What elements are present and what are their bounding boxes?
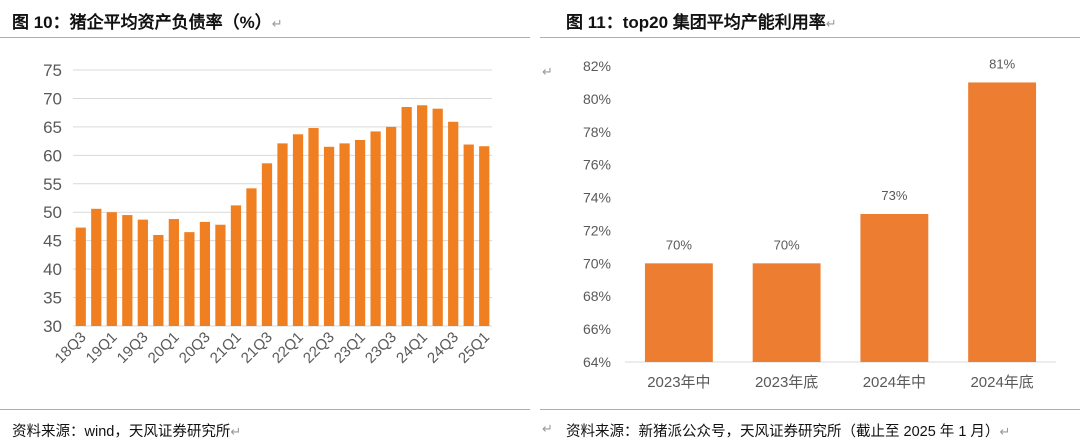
bar	[339, 143, 350, 326]
x-tick-label: 20Q1	[145, 329, 183, 367]
y-tick-label: 64%	[583, 354, 611, 370]
bar	[292, 134, 304, 326]
y-tick-label: 66%	[583, 321, 611, 337]
right-title-text: 图 11：top20 集团平均产能利用率	[566, 13, 826, 32]
x-tick-label: 25Q1	[455, 329, 493, 367]
bar	[106, 212, 117, 326]
bar	[137, 219, 148, 326]
x-tick-label: 21Q1	[207, 329, 245, 367]
x-tick-label: 22Q3	[300, 329, 338, 367]
y-tick-label: 40	[43, 260, 62, 279]
data-label: 81%	[989, 56, 1015, 71]
bar	[401, 106, 412, 326]
y-tick-label: 50	[43, 203, 62, 222]
bar	[122, 215, 133, 326]
x-tick-label: 20Q3	[176, 329, 214, 367]
left-bar-chart: 3035404550556065707518Q319Q119Q320Q120Q3…	[43, 61, 493, 367]
y-tick-label: 55	[43, 175, 62, 194]
x-tick-label: 23Q3	[362, 329, 400, 367]
bar	[448, 121, 459, 326]
bar	[354, 139, 366, 326]
right-figure-title: 图 11：top20 集团平均产能利用率↵	[566, 8, 837, 33]
bar	[479, 146, 490, 326]
y-tick-label: 30	[43, 317, 62, 336]
left-source-note: 资料来源：wind，天风证券研究所↵	[12, 420, 241, 441]
bar	[199, 221, 211, 326]
y-tick-label: 76%	[583, 157, 611, 173]
left-figure-title: 图 10：猪企平均资产负债率（%）↵	[12, 8, 283, 33]
y-tick-label: 68%	[583, 288, 611, 304]
x-tick-label: 2024年中	[863, 374, 926, 391]
right-figure: 图 11：top20 集团平均产能利用率↵ ↵ 64% 66% 68% 70% 72% 7…	[540, 0, 1080, 443]
x-tick-label: 19Q3	[114, 329, 152, 367]
bar	[277, 143, 288, 326]
bar	[153, 234, 164, 326]
y-tick-label: 80%	[583, 91, 611, 107]
y-tick-label: 72%	[583, 222, 611, 238]
bar	[230, 205, 242, 326]
data-label: 73%	[881, 188, 907, 203]
y-tick-label: 70	[43, 89, 62, 108]
bar	[860, 214, 929, 362]
bar	[75, 227, 86, 326]
x-tick-label: 2024年底	[970, 374, 1033, 391]
x-tick-label: 24Q1	[393, 329, 431, 367]
bar	[752, 263, 821, 362]
paragraph-mark: ↵	[825, 16, 837, 31]
y-tick-label: 78%	[583, 124, 611, 140]
right-title-rule	[540, 37, 1080, 38]
stray-paragraph-mark: ↵	[542, 64, 553, 79]
bar	[370, 131, 381, 326]
right-bar-chart: 64% 66% 68% 70% 72% 74% 76% 78% 80% 82% 70% 2023年中 7…	[583, 56, 1056, 391]
data-label: 70%	[666, 237, 692, 252]
bar	[644, 263, 713, 362]
x-tick-label: 2023年底	[755, 374, 818, 391]
y-tick-label: 60	[43, 146, 62, 165]
x-tick-label: 2023年中	[647, 374, 710, 391]
bar	[432, 108, 443, 326]
bar	[215, 224, 226, 326]
y-tick-label: 70%	[583, 255, 611, 271]
bar	[386, 126, 397, 326]
left-figure: 图 10：猪企平均资产负债率（%）↵ 30 35 40 45 50 55 60 65 70 75 1…	[0, 0, 530, 443]
x-tick-label: 19Q1	[83, 329, 121, 367]
x-tick-label: 22Q1	[269, 329, 307, 367]
x-tick-label: 24Q3	[424, 329, 462, 367]
left-title-text: 图 10：猪企平均资产负债率（%）	[12, 13, 272, 32]
bar	[323, 146, 335, 326]
stray-paragraph-mark-bottom: ↵	[542, 421, 553, 436]
left-source-rule	[0, 409, 530, 410]
y-tick-label: 35	[43, 289, 62, 308]
bar	[91, 208, 102, 326]
y-tick-label: 75	[43, 61, 62, 80]
data-label: 70%	[774, 237, 800, 252]
bar	[463, 144, 474, 326]
left-title-rule	[0, 37, 530, 38]
bar	[308, 128, 319, 326]
y-tick-label: 82%	[583, 58, 611, 74]
bar	[168, 219, 179, 326]
y-tick-label: 45	[43, 232, 62, 251]
paragraph-mark: ↵	[230, 424, 242, 439]
paragraph-mark: ↵	[999, 424, 1011, 439]
bar	[261, 163, 273, 326]
bar	[184, 232, 195, 326]
right-source-text: 资料来源：新猪派公众号，天风证券研究所（截止至 2025 年 1 月）	[566, 424, 1000, 440]
x-tick-label: 23Q1	[331, 329, 369, 367]
bar	[417, 105, 428, 326]
left-source-text: 资料来源：wind，天风证券研究所	[12, 424, 231, 440]
bar	[968, 82, 1037, 362]
y-tick-label: 65	[43, 118, 62, 137]
bar	[246, 188, 257, 326]
paragraph-mark: ↵	[271, 16, 283, 31]
right-source-rule	[540, 409, 1080, 410]
x-tick-label: 21Q3	[238, 329, 276, 367]
y-tick-label: 74%	[583, 190, 611, 206]
right-source-note: 资料来源：新猪派公众号，天风证券研究所（截止至 2025 年 1 月）↵	[566, 420, 1010, 441]
